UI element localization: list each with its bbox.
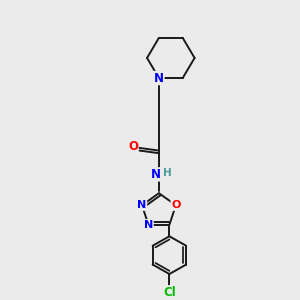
Text: N: N <box>154 71 164 85</box>
Text: N: N <box>151 168 161 181</box>
Text: H: H <box>164 169 172 178</box>
Text: Cl: Cl <box>163 286 176 299</box>
Text: O: O <box>171 200 181 210</box>
Text: N: N <box>137 200 147 210</box>
Text: O: O <box>128 140 138 153</box>
Text: N: N <box>144 220 153 230</box>
